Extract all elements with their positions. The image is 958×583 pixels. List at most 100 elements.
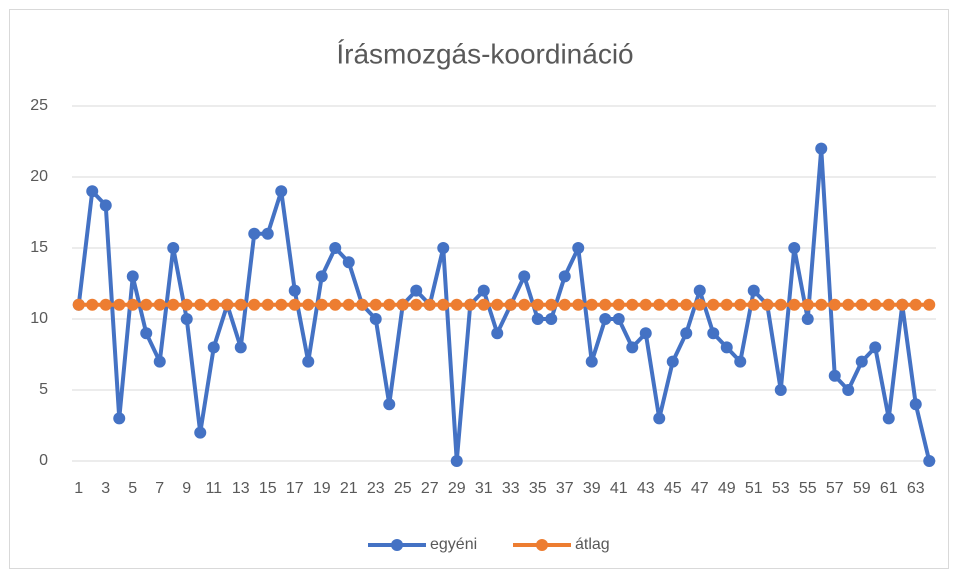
legend-marker xyxy=(536,539,548,551)
x-tick-label: 19 xyxy=(313,480,331,497)
data-point xyxy=(734,355,747,368)
x-tick-label: 17 xyxy=(286,480,304,497)
data-point xyxy=(815,298,828,311)
data-point xyxy=(666,355,679,368)
data-point xyxy=(828,369,841,382)
x-tick-label: 35 xyxy=(529,480,547,497)
data-point xyxy=(842,384,855,396)
data-point xyxy=(86,185,99,198)
data-point xyxy=(207,298,220,311)
data-point xyxy=(477,298,490,311)
data-point xyxy=(599,313,612,325)
data-point xyxy=(288,298,301,311)
data-point xyxy=(477,284,490,297)
data-point xyxy=(315,298,328,311)
y-tick-label: 10 xyxy=(30,310,48,327)
data-point xyxy=(828,298,841,311)
series-line xyxy=(76,146,932,463)
data-point xyxy=(842,298,855,311)
data-point xyxy=(464,298,477,311)
data-point xyxy=(315,270,328,283)
x-tick-label: 11 xyxy=(205,480,222,497)
data-point xyxy=(342,256,355,269)
data-point xyxy=(518,298,531,311)
data-point xyxy=(113,412,126,425)
data-point xyxy=(558,270,571,283)
data-point xyxy=(126,270,139,283)
data-point xyxy=(383,298,396,311)
data-point xyxy=(869,341,882,354)
data-point xyxy=(275,185,288,198)
data-point xyxy=(234,298,247,311)
data-point xyxy=(72,298,85,311)
data-point xyxy=(761,298,774,311)
data-point xyxy=(666,298,679,311)
x-tick-label: 15 xyxy=(259,480,277,497)
data-point xyxy=(815,142,828,155)
data-point xyxy=(626,341,639,354)
data-point xyxy=(531,313,544,325)
legend-label: átlag xyxy=(575,536,610,553)
data-point xyxy=(99,298,112,311)
data-point xyxy=(707,298,720,311)
data-point xyxy=(693,284,706,297)
data-point xyxy=(585,355,598,368)
data-point xyxy=(126,298,139,311)
x-tick-label: 21 xyxy=(340,480,358,497)
x-tick-label: 9 xyxy=(182,480,191,497)
x-tick-label: 23 xyxy=(367,480,385,497)
data-point xyxy=(612,298,625,311)
x-tick-label: 33 xyxy=(502,480,520,497)
data-point xyxy=(86,298,99,311)
data-point xyxy=(248,227,261,240)
data-point xyxy=(167,242,180,254)
x-tick-label: 31 xyxy=(475,480,493,497)
x-tick-label: 41 xyxy=(610,480,628,497)
data-point xyxy=(558,298,571,311)
y-tick-label: 0 xyxy=(39,452,48,469)
data-point xyxy=(653,298,666,311)
data-point xyxy=(788,242,801,254)
data-point xyxy=(639,327,652,340)
data-point xyxy=(923,455,936,467)
data-point xyxy=(909,298,922,311)
data-point xyxy=(909,398,922,411)
x-tick-label: 59 xyxy=(853,480,871,497)
data-point xyxy=(626,298,639,311)
y-tick-label: 25 xyxy=(30,97,48,114)
data-point xyxy=(113,298,126,311)
data-point xyxy=(153,298,166,311)
chart-title: Írásmozgás-koordináció xyxy=(336,38,633,69)
legend-label: egyéni xyxy=(430,536,477,553)
data-point xyxy=(693,298,706,311)
data-point xyxy=(639,298,652,311)
data-point xyxy=(99,199,112,212)
y-tick-label: 20 xyxy=(30,168,48,185)
data-point xyxy=(572,298,585,311)
data-point xyxy=(153,355,166,368)
x-tick-label: 45 xyxy=(664,480,682,497)
data-point xyxy=(882,298,895,311)
data-point xyxy=(653,412,666,425)
data-point xyxy=(180,313,193,325)
data-point xyxy=(612,313,625,325)
data-point xyxy=(599,298,612,311)
data-point xyxy=(896,298,909,311)
x-tick-label: 51 xyxy=(745,480,763,497)
data-point xyxy=(275,298,288,311)
data-point xyxy=(531,298,544,311)
x-tick-label: 55 xyxy=(799,480,817,497)
x-tick-label: 61 xyxy=(880,480,898,497)
data-point xyxy=(329,298,342,311)
data-point xyxy=(356,298,369,311)
data-point xyxy=(747,284,760,297)
data-point xyxy=(342,298,355,311)
x-tick-label: 57 xyxy=(826,480,844,497)
data-point xyxy=(585,298,598,311)
data-point xyxy=(248,298,261,311)
data-point xyxy=(180,298,193,311)
data-point xyxy=(734,298,747,311)
data-point xyxy=(396,298,409,311)
data-point xyxy=(194,298,207,311)
